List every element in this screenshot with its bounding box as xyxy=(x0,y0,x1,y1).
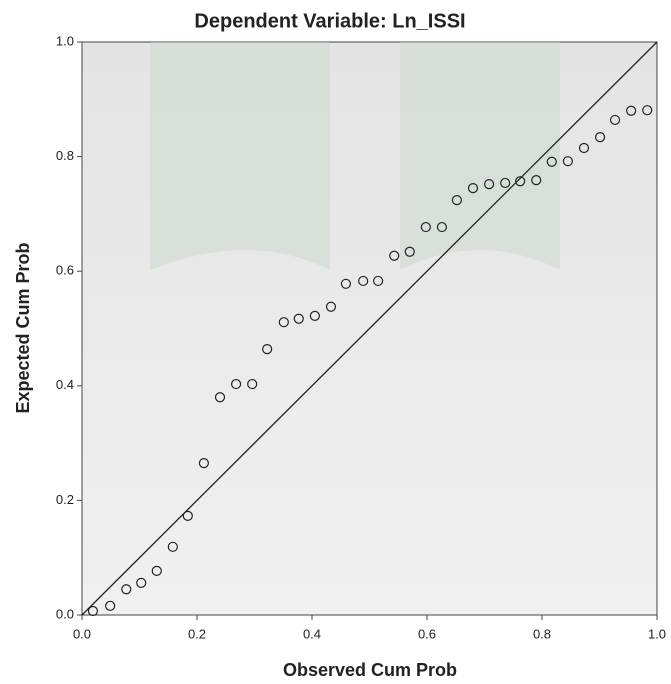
reference-line xyxy=(81,41,658,616)
chart-title: Dependent Variable: Ln_ISSI xyxy=(194,10,465,32)
x-tick-label: 0.4 xyxy=(303,626,321,641)
point xyxy=(594,132,606,143)
point xyxy=(484,179,495,190)
point xyxy=(609,114,621,126)
point xyxy=(167,541,178,552)
point xyxy=(389,250,400,261)
y-tick-label: 0.4 xyxy=(56,377,74,392)
point xyxy=(293,313,304,324)
x-tick-label: 1.0 xyxy=(648,626,666,641)
point xyxy=(247,378,258,390)
point xyxy=(467,183,479,194)
point xyxy=(262,344,273,355)
point xyxy=(626,105,637,116)
point xyxy=(121,584,132,595)
y-tick-label: 0.2 xyxy=(56,492,74,507)
y-tick-label: 0.8 xyxy=(56,148,74,163)
point xyxy=(373,275,384,287)
point xyxy=(87,605,99,617)
point xyxy=(325,301,337,312)
point xyxy=(578,142,590,154)
point xyxy=(151,565,162,576)
point xyxy=(500,177,511,189)
point xyxy=(136,577,147,589)
point xyxy=(340,278,352,289)
point xyxy=(546,156,557,167)
point xyxy=(309,310,320,321)
y-axis-label: Expected Cum Prob xyxy=(13,242,33,413)
y-tick-label: 1.0 xyxy=(56,33,74,48)
point xyxy=(278,317,289,328)
x-axis-label: Observed Cum Prob xyxy=(283,660,457,680)
point xyxy=(231,378,242,390)
y-tick-label: 0.0 xyxy=(56,606,74,621)
point xyxy=(515,176,526,187)
x-tick-label: 0.2 xyxy=(188,626,206,641)
point xyxy=(404,246,415,257)
point xyxy=(642,105,653,116)
x-tick-label: 0.6 xyxy=(418,626,436,641)
point xyxy=(358,275,369,287)
y-tick-label: 0.6 xyxy=(56,263,74,278)
point xyxy=(531,174,542,186)
point xyxy=(436,221,448,233)
point xyxy=(451,195,462,206)
point xyxy=(182,510,193,521)
watermark xyxy=(150,42,560,270)
x-tick-label: 0.8 xyxy=(533,626,551,641)
point xyxy=(562,156,573,167)
point xyxy=(198,458,209,469)
point xyxy=(105,600,116,611)
point xyxy=(214,392,226,403)
point xyxy=(420,221,431,233)
x-tick-label: 0.0 xyxy=(73,626,91,641)
